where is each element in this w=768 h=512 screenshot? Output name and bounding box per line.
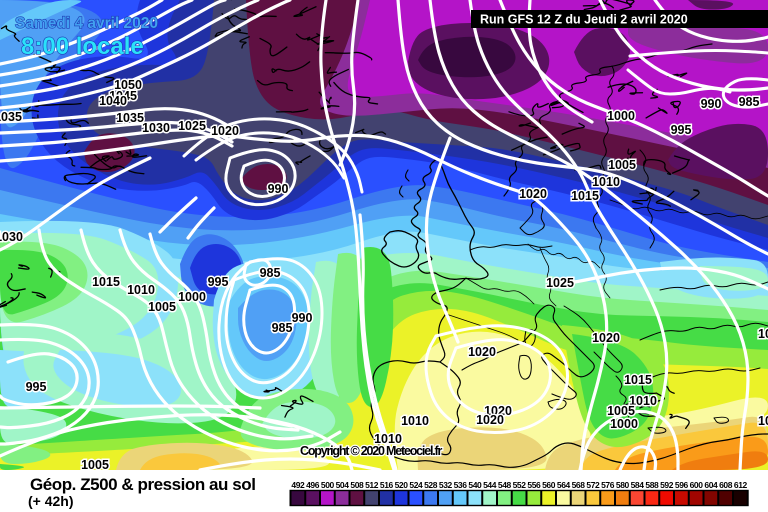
svg-text:1000: 1000	[607, 109, 635, 123]
svg-text:990: 990	[268, 182, 289, 196]
svg-text:548: 548	[498, 480, 512, 490]
svg-text:985: 985	[272, 321, 293, 335]
svg-text:532: 532	[439, 480, 453, 490]
svg-text:1015: 1015	[571, 189, 599, 203]
svg-text:608: 608	[719, 480, 733, 490]
svg-text:588: 588	[645, 480, 659, 490]
svg-text:1030: 1030	[142, 121, 170, 135]
svg-text:584: 584	[631, 480, 645, 490]
svg-text:512: 512	[365, 480, 379, 490]
svg-text:1010: 1010	[127, 283, 155, 297]
svg-text:500: 500	[321, 480, 335, 490]
svg-text:1010: 1010	[629, 394, 657, 408]
svg-text:1020: 1020	[468, 345, 496, 359]
svg-text:1020: 1020	[211, 124, 239, 138]
svg-text:560: 560	[542, 480, 556, 490]
svg-text:1005: 1005	[608, 158, 636, 172]
svg-text:504: 504	[336, 480, 350, 490]
svg-text:1035: 1035	[0, 110, 22, 124]
svg-text:516: 516	[380, 480, 394, 490]
svg-text:990: 990	[292, 311, 313, 325]
svg-text:1000: 1000	[178, 290, 206, 304]
svg-text:Run GFS 12 Z du Jeudi 2 avril: Run GFS 12 Z du Jeudi 2 avril 2020	[480, 13, 688, 27]
svg-text:1050: 1050	[114, 78, 142, 92]
svg-text:544: 544	[483, 480, 497, 490]
svg-text:Géop. Z500 & pression au sol: Géop. Z500 & pression au sol	[30, 475, 255, 494]
svg-text:1025: 1025	[546, 276, 574, 290]
svg-text:10: 10	[758, 327, 768, 341]
svg-text:496: 496	[306, 480, 320, 490]
svg-text:1040: 1040	[99, 94, 127, 108]
svg-text:985: 985	[260, 266, 281, 280]
svg-text:1020: 1020	[592, 331, 620, 345]
svg-text:556: 556	[527, 480, 541, 490]
svg-text:1010: 1010	[374, 432, 402, 446]
svg-text:1000: 1000	[610, 417, 638, 431]
svg-text:10: 10	[758, 414, 768, 428]
svg-text:540: 540	[468, 480, 482, 490]
svg-text:985: 985	[739, 95, 760, 109]
svg-text:536: 536	[454, 480, 468, 490]
svg-text:592: 592	[660, 480, 674, 490]
svg-text:995: 995	[671, 123, 692, 137]
svg-text:564: 564	[557, 480, 571, 490]
svg-text:1010: 1010	[401, 414, 429, 428]
svg-text:1005: 1005	[607, 404, 635, 418]
svg-text:1015: 1015	[92, 275, 120, 289]
svg-text:1005: 1005	[81, 458, 109, 472]
svg-text:1030: 1030	[0, 230, 23, 244]
svg-text:524: 524	[409, 480, 423, 490]
svg-text:612: 612	[734, 480, 748, 490]
svg-text:492: 492	[291, 480, 305, 490]
svg-text:576: 576	[601, 480, 615, 490]
svg-text:520: 520	[395, 480, 409, 490]
svg-text:600: 600	[690, 480, 704, 490]
svg-text:1025: 1025	[178, 119, 206, 133]
svg-text:1020: 1020	[476, 413, 504, 427]
svg-text:1020: 1020	[519, 187, 547, 201]
svg-text:990: 990	[701, 97, 722, 111]
svg-text:1005: 1005	[148, 300, 176, 314]
svg-text:1020: 1020	[484, 404, 512, 418]
svg-text:(+ 42h): (+ 42h)	[28, 493, 74, 509]
svg-text:995: 995	[208, 275, 229, 289]
svg-text:Samedi 4 avril 2020: Samedi 4 avril 2020	[15, 15, 158, 32]
svg-text:596: 596	[675, 480, 689, 490]
svg-text:Copyright © 2020 Meteociel.fr: Copyright © 2020 Meteociel.fr	[300, 444, 442, 458]
svg-text:604: 604	[704, 480, 718, 490]
svg-text:552: 552	[513, 480, 527, 490]
svg-text:568: 568	[572, 480, 586, 490]
svg-text:1035: 1035	[116, 111, 144, 125]
svg-text:8:00 locale: 8:00 locale	[21, 33, 144, 60]
svg-text:1045: 1045	[109, 89, 137, 103]
svg-text:995: 995	[26, 380, 47, 394]
svg-text:508: 508	[350, 480, 364, 490]
svg-text:1015: 1015	[624, 373, 652, 387]
svg-text:528: 528	[424, 480, 438, 490]
svg-text:572: 572	[586, 480, 600, 490]
svg-text:580: 580	[616, 480, 630, 490]
svg-text:1010: 1010	[592, 175, 620, 189]
